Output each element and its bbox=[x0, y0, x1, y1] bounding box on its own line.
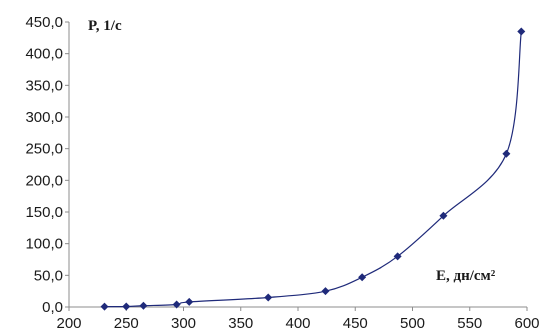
x-tick-label: 200 bbox=[56, 315, 81, 332]
data-point bbox=[172, 300, 181, 309]
x-tick-label: 550 bbox=[457, 315, 482, 332]
data-point bbox=[100, 302, 109, 311]
data-point bbox=[185, 297, 194, 306]
data-point bbox=[139, 301, 148, 310]
data-point bbox=[264, 293, 273, 302]
y-axis-title: P, 1/с bbox=[88, 18, 122, 34]
x-tick-label: 500 bbox=[400, 315, 425, 332]
y-tick-labels: 0,0 50,0 100,0 150,0 200,0 250,0 300,0 350,0 400… bbox=[25, 14, 63, 316]
x-tick-label: 350 bbox=[228, 315, 253, 332]
y-tick-label: 350,0 bbox=[25, 77, 63, 94]
y-tick-label: 150,0 bbox=[25, 204, 63, 221]
y-tick-label: 100,0 bbox=[25, 236, 63, 253]
data-point bbox=[502, 149, 511, 158]
x-tick-label: 250 bbox=[114, 315, 139, 332]
data-point bbox=[439, 211, 448, 220]
y-tick-label: 400,0 bbox=[25, 46, 63, 63]
y-tick-label: 450,0 bbox=[25, 14, 63, 31]
y-tick-label: 0,0 bbox=[42, 299, 63, 316]
x-axis-title: E, дн/см² bbox=[436, 268, 496, 284]
x-tick-labels: 200 250 300 350 400 450 500 550 600 bbox=[56, 315, 539, 332]
x-tick-label: 400 bbox=[285, 315, 310, 332]
y-tick-label: 250,0 bbox=[25, 141, 63, 158]
y-tick-label: 300,0 bbox=[25, 109, 63, 126]
x-tick-label: 600 bbox=[514, 315, 539, 332]
x-tick-label: 450 bbox=[343, 315, 368, 332]
data-point bbox=[517, 27, 526, 36]
data-point bbox=[321, 287, 330, 296]
y-tick-label: 200,0 bbox=[25, 172, 63, 189]
data-point bbox=[393, 252, 402, 261]
data-point bbox=[122, 302, 131, 311]
x-tick-label: 300 bbox=[171, 315, 196, 332]
data-point bbox=[358, 273, 367, 282]
y-tick-label: 50,0 bbox=[34, 267, 63, 284]
series-curve bbox=[104, 31, 522, 308]
data-points bbox=[100, 27, 526, 311]
